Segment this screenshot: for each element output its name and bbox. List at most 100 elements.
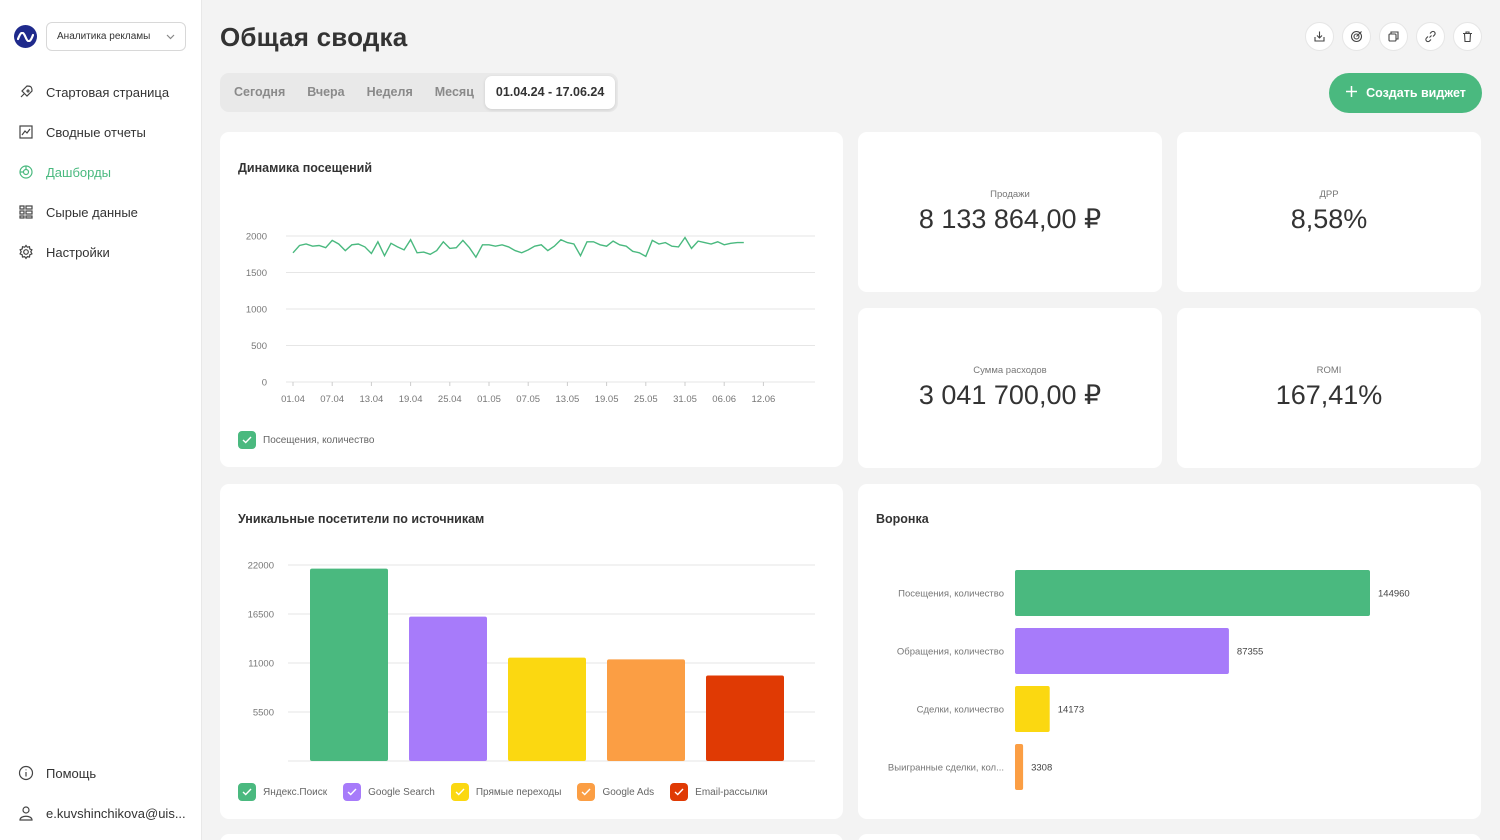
sidebar-item-label: Сводные отчеты	[46, 124, 146, 140]
user-profile[interactable]: e.kuvshinchikova@uis...	[0, 793, 202, 833]
legend-label: Посещения, количество	[263, 434, 375, 446]
sidebar-nav: Стартовая страница Сводные отчеты Дашбор…	[0, 72, 202, 272]
dashboard-icon	[18, 164, 34, 180]
period-today[interactable]: Сегодня	[234, 85, 286, 99]
plus-icon	[1345, 85, 1358, 101]
y-tick-label: 500	[251, 341, 267, 352]
rocket-icon	[18, 84, 34, 100]
period-yesterday[interactable]: Вчера	[307, 85, 345, 99]
sidebar-item-dashboards[interactable]: Дашборды	[0, 152, 202, 192]
legend-label: Прямые переходы	[475, 786, 562, 798]
page-title: Общая сводка	[220, 22, 408, 52]
period-week[interactable]: Неделя	[366, 85, 413, 99]
period-selector: Сегодня Вчера Неделя Месяц 01.04.24 - 17…	[220, 73, 619, 112]
y-tick-label: 1500	[246, 268, 267, 279]
widget-title: Уникальные посетители по источникам	[238, 512, 485, 526]
kpi-card-drr: ДРР 8,58%	[1177, 132, 1481, 292]
help-link[interactable]: Помощь	[0, 753, 202, 793]
funnel-bar	[1015, 686, 1050, 732]
info-icon	[18, 765, 34, 781]
period-month[interactable]: Месяц	[434, 85, 474, 99]
chevron-down-icon	[166, 32, 175, 43]
funnel-label: Сделки, количество	[917, 705, 1004, 716]
funnel-bar	[1015, 744, 1024, 790]
funnel-value: 144960	[1378, 589, 1410, 600]
sidebar-item-reports[interactable]: Сводные отчеты	[0, 112, 202, 152]
kpi-label: Продажи	[990, 189, 1030, 200]
bar	[706, 675, 784, 761]
x-tick-label: 01.05	[477, 394, 501, 405]
legend-item[interactable]: Яндекс.Поиск	[238, 783, 327, 801]
kpi-card-romi: ROMI 167,41%	[1177, 308, 1481, 468]
sources-bar-chart: 5500 11000 16500 22000	[248, 561, 815, 762]
y-tick-label: 0	[262, 378, 267, 389]
legend-label: Google Ads	[602, 786, 655, 798]
kpi-value: 167,41%	[1275, 380, 1383, 410]
x-tick-label: 25.05	[634, 394, 658, 405]
sidebar-footer: Помощь e.kuvshinchikova@uis...	[0, 753, 202, 833]
create-widget-label: Создать виджет	[1366, 86, 1466, 100]
widget-card-partial	[858, 834, 1481, 840]
create-widget-button[interactable]: Создать виджет	[1329, 73, 1482, 113]
y-tick-label: 2000	[246, 232, 267, 243]
kpi-label: ДРР	[1319, 189, 1339, 200]
target-icon[interactable]	[1342, 22, 1371, 51]
y-tick-label: 16500	[248, 610, 274, 621]
unique-visitors-widget: Уникальные посетители по источникам 5500…	[220, 484, 843, 819]
x-tick-label: 19.05	[595, 394, 619, 405]
kpi-label: Сумма расходов	[973, 365, 1047, 376]
y-tick-label: 1000	[246, 305, 267, 316]
trash-icon[interactable]	[1453, 22, 1482, 51]
copy-icon[interactable]	[1379, 22, 1408, 51]
bar	[607, 659, 685, 761]
sidebar-item-start[interactable]: Стартовая страница	[0, 72, 202, 112]
checkbox-icon	[450, 783, 469, 801]
x-tick-label: 31.05	[673, 394, 697, 405]
funnel-label: Выигранные сделки, кол...	[888, 763, 1004, 774]
account-select[interactable]: Аналитика рекламы	[46, 22, 186, 51]
visits-dynamics-widget: Динамика посещений 0 500 1000 1500 2000 01.04…	[220, 132, 843, 467]
legend-label: Яндекс.Поиск	[263, 786, 328, 798]
widget-title: Воронка	[876, 512, 929, 526]
legend-item[interactable]: Google Search	[343, 783, 435, 801]
y-tick-label: 5500	[253, 708, 274, 719]
visits-line-chart: 0 500 1000 1500 2000 01.04 07.04 13.04 19.04 25.0…	[246, 232, 815, 405]
x-tick-label: 19.04	[399, 394, 423, 405]
bar	[310, 568, 388, 761]
help-label: Помощь	[46, 765, 97, 781]
checkbox-icon	[343, 783, 362, 801]
link-icon[interactable]	[1416, 22, 1445, 51]
period-custom-range[interactable]: 01.04.24 - 17.06.24	[484, 76, 616, 109]
funnel-bar	[1015, 628, 1229, 674]
widget-title: Динамика посещений	[238, 161, 373, 175]
account-select-label: Аналитика рекламы	[57, 31, 151, 42]
sidebar-item-raw-data[interactable]: Сырые данные	[0, 192, 202, 232]
legend-item[interactable]: Google Ads	[577, 783, 654, 801]
sidebar-item-settings[interactable]: Настройки	[0, 232, 202, 272]
x-tick-label: 01.04	[281, 394, 305, 405]
funnel-widget: Воронка Посещения, количество 144960 Обращ…	[858, 484, 1481, 819]
sidebar-item-label: Настройки	[46, 244, 110, 260]
toolbar	[1305, 22, 1482, 51]
kpi-card-expenses: Сумма расходов 3 041 700,00 ₽	[858, 308, 1162, 468]
x-tick-label: 13.04	[360, 394, 384, 405]
checkbox-icon	[238, 783, 256, 801]
grid-icon	[18, 204, 34, 220]
funnel-value: 87355	[1237, 647, 1263, 658]
funnel-value: 14173	[1058, 705, 1084, 716]
x-tick-label: 07.05	[516, 394, 540, 405]
legend-item[interactable]: Прямые переходы	[450, 783, 562, 801]
legend-item[interactable]: Посещения, количество	[238, 431, 374, 449]
funnel-label: Обращения, количество	[897, 647, 1004, 658]
logo-icon[interactable]	[14, 25, 37, 48]
y-tick-label: 22000	[248, 561, 274, 572]
sidebar-item-label: Стартовая страница	[46, 84, 170, 100]
funnel-label: Посещения, количество	[898, 589, 1004, 600]
gear-icon	[18, 244, 34, 260]
kpi-value: 8,58%	[1290, 204, 1368, 234]
series-line	[292, 236, 744, 259]
funnel-chart: Посещения, количество 144960 Обращения, ко…	[888, 570, 1410, 790]
x-tick-label: 07.04	[320, 394, 344, 405]
download-icon[interactable]	[1305, 22, 1334, 51]
legend-item[interactable]: Email-рассылки	[670, 783, 768, 801]
